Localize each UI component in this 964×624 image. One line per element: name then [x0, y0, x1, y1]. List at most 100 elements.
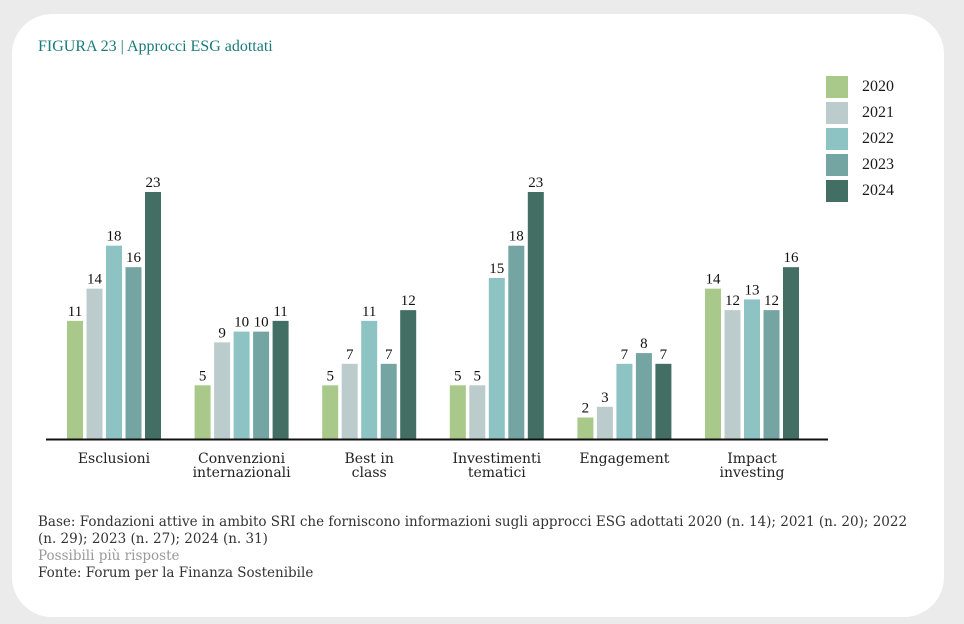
bar-value-label: 15	[489, 261, 504, 277]
legend-item-2024: 2024	[826, 178, 894, 204]
bar-value-label: 8	[640, 336, 648, 352]
bar-value-label: 5	[454, 368, 462, 384]
figure-title: FIGURA 23 | Approcci ESG adottati	[38, 38, 273, 55]
bar-value-label: 11	[273, 304, 287, 320]
bar-2023-3	[508, 245, 525, 439]
bar-value-label: 16	[126, 250, 142, 266]
bar-2021-3	[469, 385, 486, 439]
bar-value-label: 11	[362, 304, 376, 320]
legend-item-2020: 2020	[826, 74, 894, 100]
legend: 2020 2021 2022 2023 2024	[826, 74, 894, 204]
bar-2023-5	[763, 310, 780, 439]
bar-2024-0	[145, 192, 161, 439]
bar-2024-4	[655, 363, 672, 439]
bar-2021-5	[724, 310, 741, 439]
category-label-line: Esclusioni	[77, 451, 151, 467]
category-label: Convenzioni internazionali	[177, 452, 307, 480]
bar-value-label: 11	[68, 304, 82, 320]
bar-2020-5	[705, 288, 721, 439]
category-label: Best in class	[304, 452, 434, 480]
bar-value-label: 12	[401, 293, 416, 309]
bar-2020-3	[449, 385, 466, 439]
category-label-line: internazionali	[192, 465, 291, 481]
bar-2022-2	[361, 320, 378, 439]
bar-value-label: 14	[706, 272, 722, 288]
bar-value-label: 5	[199, 368, 207, 384]
bar-2022-0	[106, 245, 122, 439]
bar-2024-2	[400, 310, 417, 439]
bar-2022-1	[233, 331, 250, 439]
legend-label: 2021	[862, 104, 894, 121]
bar-value-label: 2	[582, 401, 590, 417]
bar-value-label: 10	[254, 315, 269, 331]
bar-2023-0	[125, 267, 142, 439]
category-label-line: Impact	[727, 451, 777, 467]
category-label: Esclusioni	[49, 452, 179, 466]
category-label-line: class	[351, 465, 387, 481]
bar-value-label: 12	[764, 293, 779, 309]
bar-value-label: 5	[474, 368, 482, 384]
figure-notes: Base: Fondazioni attive in ambito SRI ch…	[38, 514, 918, 582]
category-label: Investimenti tematici	[432, 452, 562, 480]
legend-swatch	[826, 180, 848, 202]
category-label-line: investing	[719, 465, 785, 481]
legend-swatch	[826, 128, 848, 150]
bar-2022-5	[744, 299, 760, 439]
bar-2020-2	[322, 385, 339, 439]
legend-swatch	[826, 102, 848, 124]
bar-2023-2	[380, 363, 397, 439]
legend-label: 2020	[862, 78, 894, 95]
multiple-answers-note: Possibili più risposte	[38, 548, 180, 564]
bar-2024-3	[527, 192, 544, 439]
category-label-line: tematici	[467, 465, 526, 481]
bar-value-label: 3	[601, 390, 609, 406]
bar-2023-1	[253, 331, 270, 439]
bars-group	[67, 192, 799, 439]
bar-2020-1	[194, 385, 211, 439]
legend-swatch	[826, 154, 848, 176]
bar-2021-1	[214, 342, 231, 439]
bar-value-label: 12	[725, 293, 740, 309]
bar-2020-0	[67, 320, 83, 439]
bar-2022-4	[616, 363, 633, 439]
base-note: Base: Fondazioni attive in ambito SRI ch…	[38, 514, 908, 547]
bar-value-label: 9	[218, 325, 226, 341]
bar-2020-4	[577, 417, 594, 439]
legend-item-2023: 2023	[826, 152, 894, 178]
legend-item-2022: 2022	[826, 126, 894, 152]
bar-value-label: 5	[326, 368, 334, 384]
category-label-line: Engagement	[579, 451, 670, 467]
bar-value-label: 18	[107, 229, 122, 245]
category-label-line: Best in	[344, 451, 394, 467]
bar-value-label: 16	[784, 250, 800, 266]
bar-2021-0	[86, 288, 103, 439]
legend-label: 2023	[862, 156, 894, 173]
category-label-line: Convenzioni	[198, 451, 286, 467]
category-label: Impact investing	[687, 452, 817, 480]
bar-value-label: 13	[745, 282, 760, 298]
bar-value-label: 18	[509, 229, 524, 245]
legend-item-2021: 2021	[826, 100, 894, 126]
legend-label: 2024	[862, 182, 894, 199]
bar-2024-1	[272, 320, 289, 439]
bar-value-label: 7	[660, 347, 668, 363]
bar-value-label: 14	[87, 272, 103, 288]
bar-value-label: 10	[234, 315, 249, 331]
category-label: Engagement	[559, 452, 689, 466]
legend-label: 2022	[862, 130, 894, 147]
bar-2021-2	[341, 363, 358, 439]
bar-value-label: 23	[146, 175, 161, 191]
bar-2024-5	[783, 267, 799, 439]
category-label-line: Investimenti	[452, 451, 542, 467]
bar-value-label: 23	[528, 175, 543, 191]
source-note: Fonte: Forum per la Finanza Sostenibile	[38, 565, 314, 581]
bar-value-label: 7	[385, 347, 393, 363]
bar-value-label: 7	[621, 347, 629, 363]
bar-value-label: 7	[346, 347, 354, 363]
bar-2022-3	[488, 277, 505, 439]
bar-2023-4	[635, 353, 652, 439]
legend-swatch	[826, 76, 848, 98]
bar-2021-4	[596, 406, 613, 439]
